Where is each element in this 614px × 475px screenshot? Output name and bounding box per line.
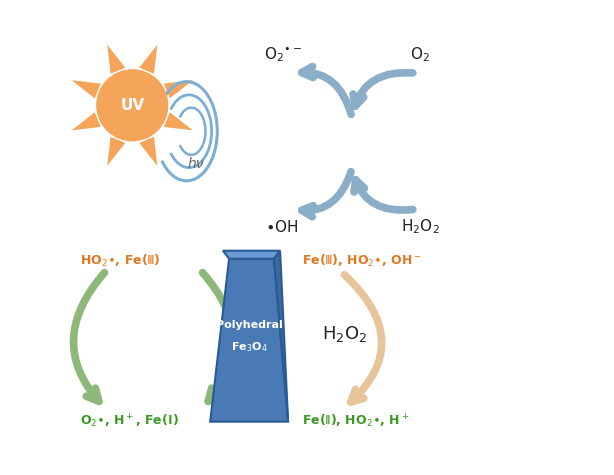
Polygon shape (107, 45, 125, 74)
Polygon shape (164, 112, 193, 130)
Text: HO$_2$$\bullet$, Fe($\rm{I\!I\!I}$): HO$_2$$\bullet$, Fe($\rm{I\!I\!I}$) (80, 253, 161, 269)
Text: H$_2$O$_2$: H$_2$O$_2$ (322, 324, 367, 344)
Polygon shape (164, 80, 193, 98)
Text: Fe$_3$O$_4$: Fe$_3$O$_4$ (231, 340, 268, 354)
Text: O$_2$$^{\bullet -}$: O$_2$$^{\bullet -}$ (265, 45, 303, 64)
Text: Fe($\rm{I\!I}$), HO$_2$$\bullet$, H$^+$: Fe($\rm{I\!I}$), HO$_2$$\bullet$, H$^+$ (302, 413, 410, 430)
Polygon shape (139, 45, 157, 74)
Polygon shape (210, 259, 288, 422)
Circle shape (97, 70, 168, 141)
Polygon shape (139, 137, 157, 166)
Text: Polyhedral: Polyhedral (216, 320, 283, 330)
Text: Fe($\rm{I\!I\!I}$), HO$_2$$\bullet$, OH$^-$: Fe($\rm{I\!I\!I}$), HO$_2$$\bullet$, OH$… (302, 253, 422, 269)
Text: H$_2$O$_2$: H$_2$O$_2$ (401, 218, 440, 237)
Text: UV: UV (120, 98, 144, 113)
Polygon shape (223, 251, 280, 259)
Text: O$_2$: O$_2$ (410, 45, 430, 64)
Text: $\bullet$OH: $\bullet$OH (265, 219, 299, 235)
Polygon shape (107, 137, 125, 166)
Text: hν: hν (188, 157, 204, 171)
Polygon shape (72, 80, 101, 98)
Polygon shape (72, 112, 101, 130)
Polygon shape (274, 251, 288, 422)
Text: O$_2$$\bullet$, H$^+$, Fe($\rm{I\!I}$): O$_2$$\bullet$, H$^+$, Fe($\rm{I\!I}$) (80, 413, 179, 430)
